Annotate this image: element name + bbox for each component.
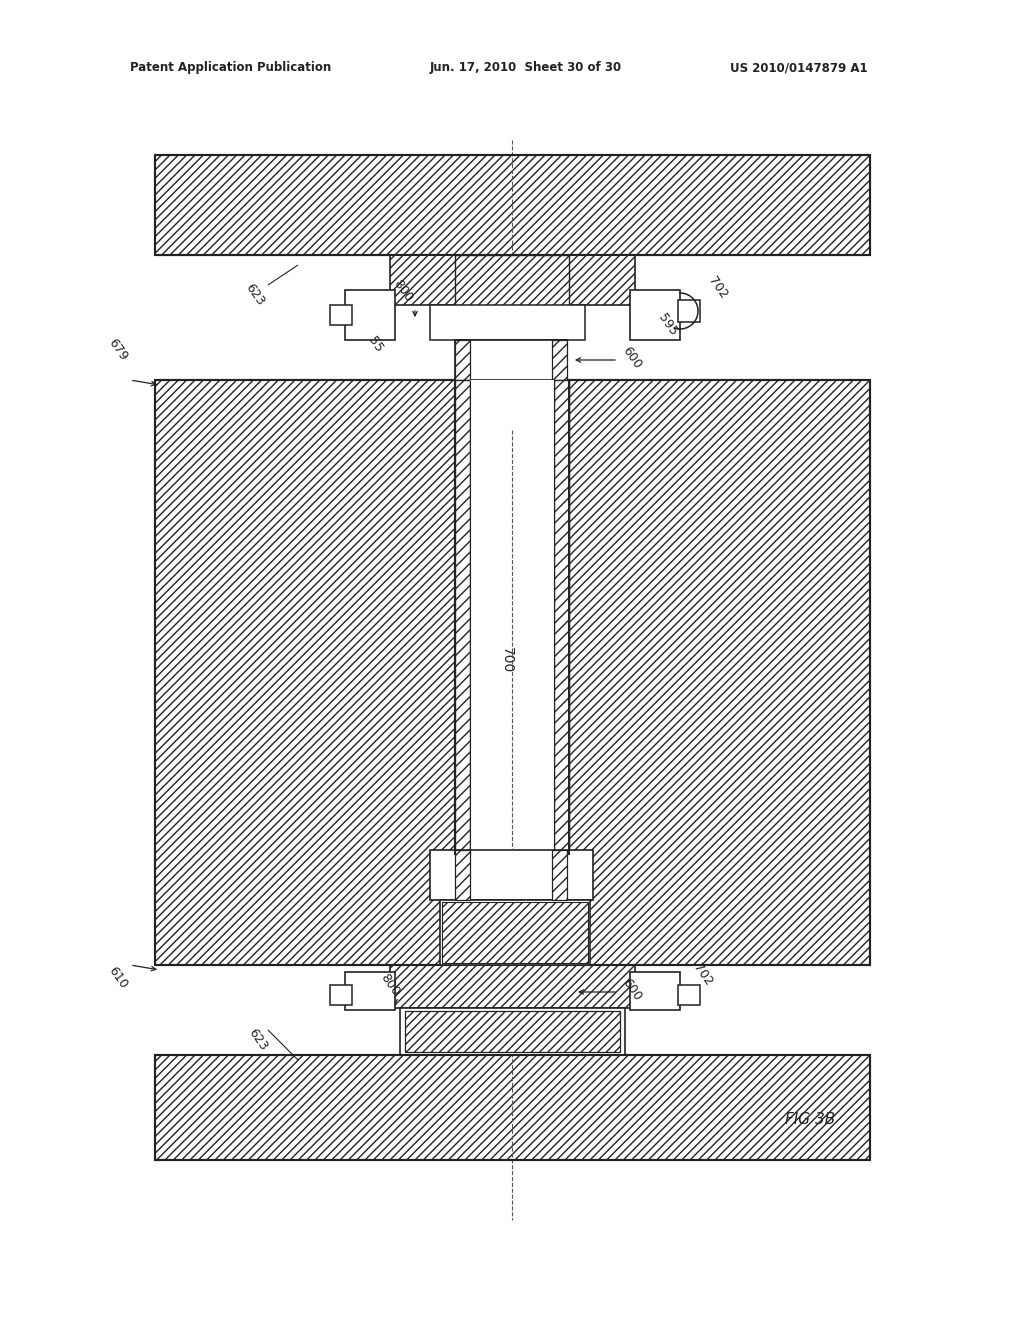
Bar — [330, 305, 352, 325]
Bar — [554, 380, 569, 855]
Text: 610: 610 — [105, 965, 130, 991]
Text: 800: 800 — [378, 972, 402, 998]
Text: 623: 623 — [243, 281, 267, 309]
Bar — [455, 850, 470, 900]
Text: 55: 55 — [366, 335, 385, 355]
Bar — [345, 972, 395, 1010]
Bar — [155, 1055, 870, 1160]
Text: FIG 3B: FIG 3B — [784, 1113, 836, 1127]
Text: 679: 679 — [105, 337, 130, 363]
Bar — [440, 900, 590, 965]
Bar — [406, 1011, 620, 1052]
Bar — [678, 300, 700, 322]
Text: 600: 600 — [620, 345, 644, 371]
Bar — [430, 305, 585, 341]
Text: 623: 623 — [246, 1027, 270, 1053]
Bar — [552, 850, 567, 900]
Bar — [455, 380, 470, 855]
Bar — [430, 850, 593, 900]
Text: 702: 702 — [706, 275, 730, 301]
Text: 800: 800 — [391, 277, 415, 305]
Bar — [678, 985, 700, 1005]
Text: 600: 600 — [620, 977, 644, 1003]
Bar — [569, 380, 870, 965]
Text: 702: 702 — [691, 961, 715, 989]
Bar — [400, 1008, 625, 1055]
Bar — [390, 255, 635, 305]
Bar — [455, 255, 569, 319]
Bar — [330, 985, 352, 1005]
Text: US 2010/0147879 A1: US 2010/0147879 A1 — [730, 62, 867, 74]
Bar — [470, 380, 554, 855]
Bar — [455, 341, 567, 380]
Text: 700: 700 — [500, 647, 514, 673]
Text: Jun. 17, 2010  Sheet 30 of 30: Jun. 17, 2010 Sheet 30 of 30 — [430, 62, 623, 74]
Bar — [390, 965, 635, 1008]
Bar — [630, 972, 680, 1010]
Bar — [345, 290, 395, 341]
Text: 595: 595 — [655, 312, 680, 338]
Bar — [630, 290, 680, 341]
Bar — [155, 380, 455, 965]
Text: Patent Application Publication: Patent Application Publication — [130, 62, 331, 74]
Bar — [552, 341, 567, 380]
Bar — [442, 902, 588, 964]
Bar — [155, 154, 870, 255]
Bar — [455, 341, 470, 380]
